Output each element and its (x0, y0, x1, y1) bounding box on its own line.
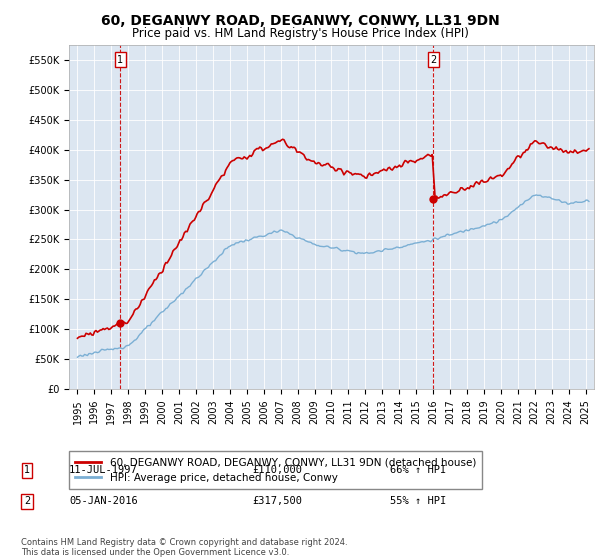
Text: 11-JUL-1997: 11-JUL-1997 (69, 465, 138, 475)
Text: 55% ↑ HPI: 55% ↑ HPI (390, 496, 446, 506)
Text: 2: 2 (24, 496, 30, 506)
Text: 2: 2 (430, 55, 437, 65)
Text: 60, DEGANWY ROAD, DEGANWY, CONWY, LL31 9DN: 60, DEGANWY ROAD, DEGANWY, CONWY, LL31 9… (101, 14, 499, 28)
Text: £110,000: £110,000 (252, 465, 302, 475)
Text: Contains HM Land Registry data © Crown copyright and database right 2024.
This d: Contains HM Land Registry data © Crown c… (21, 538, 347, 557)
Text: 1: 1 (117, 55, 124, 65)
Text: 05-JAN-2016: 05-JAN-2016 (69, 496, 138, 506)
Legend: 60, DEGANWY ROAD, DEGANWY, CONWY, LL31 9DN (detached house), HPI: Average price,: 60, DEGANWY ROAD, DEGANWY, CONWY, LL31 9… (69, 451, 482, 489)
Text: 1: 1 (24, 465, 30, 475)
Text: £317,500: £317,500 (252, 496, 302, 506)
Text: Price paid vs. HM Land Registry's House Price Index (HPI): Price paid vs. HM Land Registry's House … (131, 27, 469, 40)
Text: 66% ↑ HPI: 66% ↑ HPI (390, 465, 446, 475)
